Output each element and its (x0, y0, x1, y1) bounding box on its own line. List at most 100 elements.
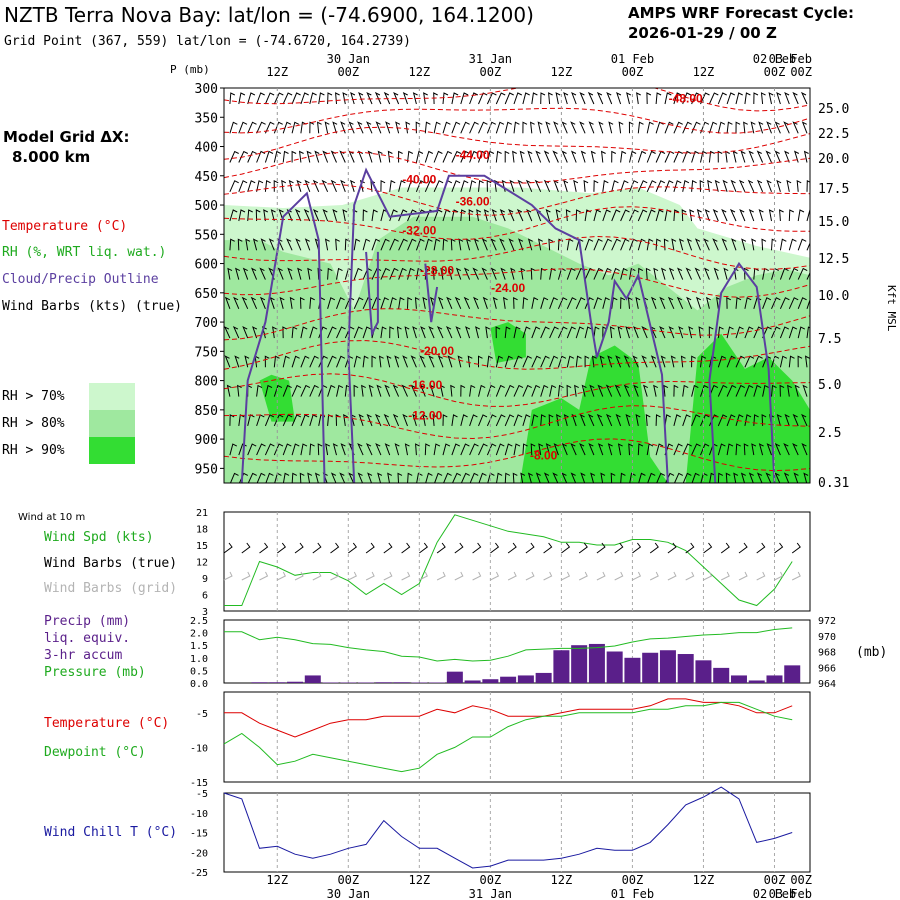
wind-barb-true (419, 542, 428, 554)
wind-barb (472, 267, 479, 280)
wind-barb (519, 150, 525, 163)
temperature-line (224, 698, 793, 738)
wind-barb (766, 121, 772, 134)
wind-barb (380, 297, 389, 309)
wind-barb (704, 208, 710, 222)
wind-barb (327, 297, 336, 309)
wind-barb (561, 150, 568, 163)
wind-barb (714, 179, 720, 192)
legend-precip: Precip (mm) (44, 614, 130, 629)
wind-barb (277, 267, 284, 280)
wind-barb (522, 384, 532, 397)
precip-bar (784, 665, 801, 683)
wind-barb (526, 208, 533, 222)
wind-barb (575, 297, 586, 310)
wind-barb (380, 238, 390, 251)
wind-barb (549, 297, 558, 309)
wind-barb (495, 355, 504, 368)
wind-barb (792, 91, 799, 105)
wind-barb-true (525, 542, 535, 554)
wind-barb (330, 472, 337, 483)
wind-barb (628, 121, 634, 134)
wind-barb (318, 92, 325, 105)
wind-barb (234, 355, 240, 368)
wind-barb (623, 355, 630, 368)
wind-barb (682, 443, 692, 456)
wind-barb (229, 150, 239, 163)
kft-tick-label: 2.5 (818, 426, 841, 441)
wind-barb (492, 296, 498, 309)
wind-barb (739, 208, 746, 222)
wind-barb-true (685, 542, 695, 554)
wind-barb (629, 209, 639, 222)
wind-barb (744, 92, 751, 105)
precip-bar (287, 681, 304, 683)
wind-barb (678, 326, 684, 339)
wind-barb (691, 150, 700, 163)
wind-barb (786, 179, 792, 192)
wind-barb (433, 92, 438, 105)
wind-barb (340, 443, 346, 456)
wind-barb (353, 326, 363, 339)
wind-barb (735, 384, 746, 397)
wind-barb (332, 121, 338, 134)
temperature-contour-label: -8.00 (530, 448, 558, 462)
wind-barb (504, 384, 515, 397)
wind-barb (606, 413, 613, 427)
dewpoint-line (223, 701, 793, 773)
wind-barb (766, 443, 772, 456)
wind-barb (321, 179, 329, 193)
wind-barb (602, 267, 612, 280)
wind-barb (259, 267, 266, 280)
wind-barb (553, 179, 559, 192)
wind-barb (797, 267, 808, 280)
wind-barb (677, 267, 684, 280)
wind-barb (531, 384, 541, 397)
wind-barb-grid (756, 571, 766, 581)
wind-barb (779, 238, 787, 251)
wind-barb (392, 413, 400, 427)
wind-barb (494, 179, 500, 192)
wind-barb (527, 150, 533, 163)
wind-barb-true (507, 542, 517, 554)
wind-barb (309, 297, 315, 309)
wind-barb (486, 414, 497, 427)
wind-barb (726, 355, 736, 368)
wind-barb (590, 150, 596, 163)
wind-barb (291, 355, 300, 368)
wind-barb (659, 296, 666, 309)
wind-barb (318, 355, 328, 368)
wind-barb (806, 271, 810, 280)
precip-panel-frame (223, 619, 811, 684)
wind-barb (478, 384, 486, 397)
wind-barb (708, 121, 718, 134)
wind-barb (726, 414, 736, 427)
wind-barb (616, 92, 622, 105)
wind-barb (593, 326, 600, 339)
precip-bar (535, 672, 552, 683)
wind-barb (646, 443, 654, 456)
wind-barb (783, 472, 790, 483)
wind-barb (531, 92, 538, 105)
wind-barb (620, 472, 626, 483)
wind-barb (694, 267, 701, 280)
wind-barb (481, 238, 488, 251)
wind-barb (730, 179, 737, 192)
wind-barb (753, 384, 762, 397)
wind-barb (429, 384, 435, 397)
wind-barb-true (738, 542, 748, 554)
wind-barb (291, 326, 298, 339)
rh90-area (520, 345, 668, 483)
wind-barb (520, 472, 526, 483)
wind-barb (348, 472, 355, 483)
wind-barb (460, 121, 470, 134)
wind-barb (412, 413, 418, 427)
wind-barb (776, 92, 782, 105)
pressure-tick-label: 300 (195, 82, 218, 97)
wind-barb (508, 208, 515, 222)
temperature-contour-label: -12.00 (408, 409, 442, 423)
wind-barb (264, 443, 275, 456)
legend-wind-speed: Wind Spd (kts) (44, 530, 154, 545)
wind-barb (349, 179, 356, 192)
wind-barb (708, 326, 714, 339)
